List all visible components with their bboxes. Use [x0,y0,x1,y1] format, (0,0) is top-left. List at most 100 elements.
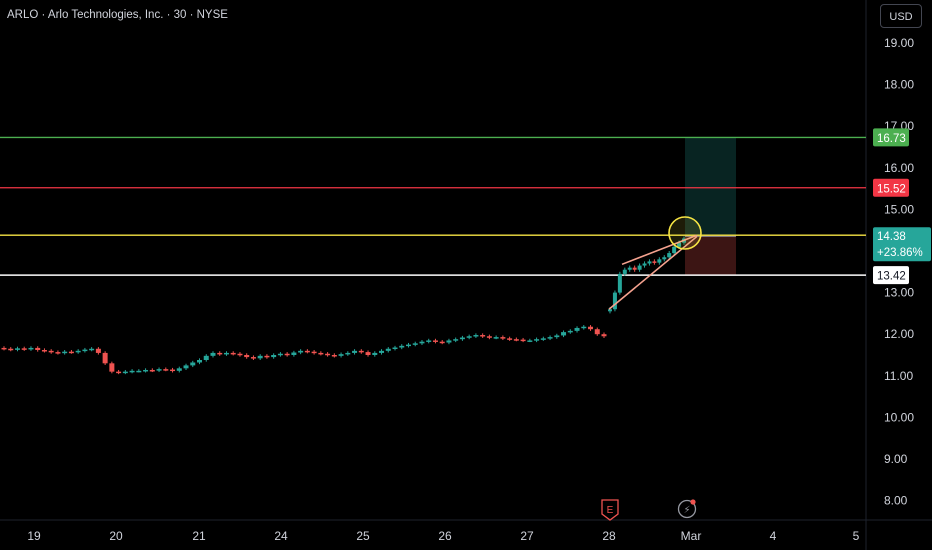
event-markers[interactable]: E ⚡ [601,499,697,521]
x-tick-label: 21 [192,529,206,543]
candle [102,352,108,364]
candle [601,334,607,337]
candle [331,355,337,357]
candle [183,365,189,369]
candle [486,336,492,338]
candle [399,345,405,348]
candle [594,329,600,335]
trend-lines[interactable] [608,216,702,310]
candle [642,263,647,266]
y-tick-label: 13.00 [884,286,914,300]
candle [412,343,418,345]
change-percent-label: +23.86% [877,247,923,259]
candle [365,352,371,355]
candle [677,242,682,247]
long-position-tool[interactable] [685,137,736,276]
candle [574,327,580,331]
level-price-badge [873,266,909,285]
candle [612,292,617,310]
candle [385,348,391,351]
earnings-letter: E [607,505,614,516]
candle [419,341,425,344]
y-tick-label: 15.00 [884,202,914,216]
candle [379,350,385,353]
candle [304,350,310,353]
candle [1,347,7,350]
candle [581,326,587,329]
candle [439,341,445,344]
x-tick-label: 28 [602,529,616,543]
candle [345,352,351,355]
y-tick-label: 8.00 [884,494,908,508]
candle [284,353,290,356]
candle [513,339,519,341]
candle [554,335,560,338]
candle [352,350,358,353]
candle [507,338,513,340]
news-marker[interactable]: ⚡ [677,499,697,519]
candle [28,347,34,350]
x-tick-label: 20 [109,529,123,543]
candle [446,340,452,343]
news-dot [690,499,696,505]
y-tick-label: 16.00 [884,161,914,175]
candle [588,326,594,330]
candle [14,348,20,350]
candle [372,352,378,355]
candle [622,269,627,274]
news-icon [677,499,697,519]
candle [8,348,14,351]
position-stop-zone[interactable] [685,235,736,276]
candle [540,338,546,340]
x-tick-label: 19 [27,529,41,543]
candle [264,355,270,358]
symbol-title[interactable]: ARLO · Arlo Technologies, Inc. · 30 · NY… [7,9,228,21]
y-tick-label: 11.00 [884,369,913,383]
highlight-circle[interactable] [668,216,702,250]
level-price-label: 16.73 [877,133,906,145]
candle [527,340,533,342]
candle [190,362,196,366]
candle [116,371,122,374]
horizontal-levels[interactable] [0,136,866,276]
candle [652,261,657,263]
candle [257,355,263,359]
candle [109,363,115,372]
currency-button[interactable]: USD [880,4,922,28]
candle [662,257,667,260]
candle [237,353,243,356]
candle [75,350,81,353]
candle [500,337,506,339]
x-tick-label: 24 [274,529,288,543]
y-tick-label: 19.00 [884,36,914,50]
candle [41,350,47,352]
trend-line[interactable] [621,234,698,266]
x-tick-label: 4 [770,529,777,543]
candle [657,259,662,263]
time-axis[interactable]: 19 20 21 24 25 26 27 28 Mar 4 5 [27,529,859,543]
y-tick-label: 9.00 [884,452,908,466]
candle [338,354,344,356]
level-price-label: 13.42 [877,271,906,283]
earnings-marker[interactable]: E [601,499,619,521]
candle [432,340,438,342]
level-price-label: 15.52 [877,183,906,195]
candle [95,348,101,353]
candle [473,335,479,337]
candle [547,337,553,339]
candle [466,336,472,338]
candle [62,351,68,354]
candle [608,309,612,312]
candle [156,369,162,371]
current-price-label: 14.38 [877,231,906,243]
candle [136,370,142,373]
candle [217,352,223,355]
x-tick-label: Mar [681,529,702,543]
candle [244,355,250,358]
candle [129,370,135,373]
candle [210,352,216,356]
candle [21,348,27,350]
candle [149,369,155,372]
candle [82,349,88,352]
